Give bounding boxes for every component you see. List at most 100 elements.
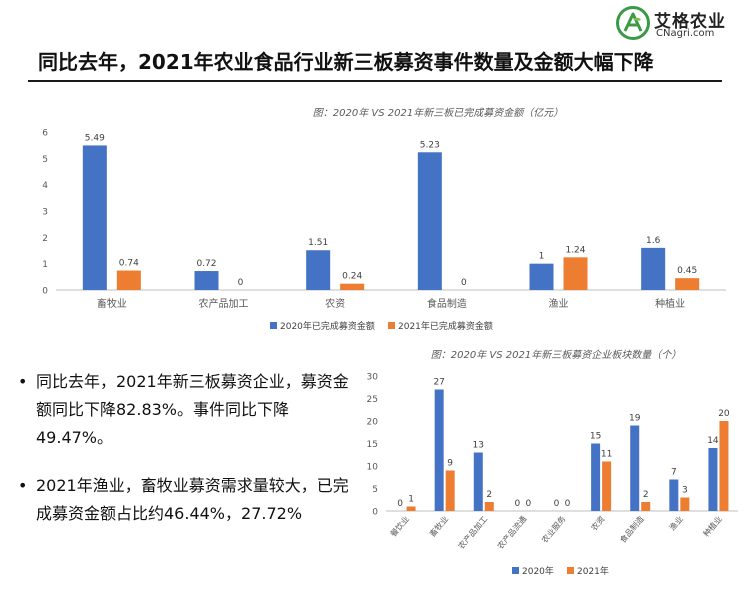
legend-swatch <box>388 322 395 329</box>
legend-label: 2020年已完成募资金额 <box>280 320 375 332</box>
bar-series-a <box>306 250 331 290</box>
y-tick-label: 20 <box>367 418 379 428</box>
data-label: 0.72 <box>196 259 216 269</box>
x-tick-label: 种植业 <box>655 297 685 310</box>
data-label: 7 <box>671 468 677 478</box>
x-tick-label: 农产品加工 <box>199 297 249 310</box>
bar-series-a <box>417 152 442 290</box>
data-label: 0.74 <box>119 259 139 269</box>
data-label: 0.24 <box>342 272 362 282</box>
bar-series-b <box>602 461 612 511</box>
y-tick-label: 0 <box>372 508 378 518</box>
bar-series-b <box>406 506 416 511</box>
y-tick-label: 15 <box>367 440 378 450</box>
data-label: 15 <box>590 432 601 442</box>
data-label: 11 <box>601 450 612 460</box>
data-label: 0 <box>526 499 532 509</box>
data-label: 2 <box>643 490 649 500</box>
bullet-text: 2021年渔业，畜牧业募资需求量较大，已完成募资金额占比约46.44%，27.7… <box>36 476 349 523</box>
y-tick-label: 30 <box>367 373 379 383</box>
bar-series-b <box>680 497 690 511</box>
bar-series-a <box>641 247 666 290</box>
legend-swatch <box>270 322 277 329</box>
logo-name: 艾格农业 <box>654 12 726 32</box>
page-title: 同比去年，2021年农业食品行业新三板募资事件数量及金额大幅下降 <box>38 50 654 74</box>
x-tick-label: 食品制造 <box>618 514 646 545</box>
y-tick-label: 10 <box>367 463 379 473</box>
data-label: 5.49 <box>85 133 105 143</box>
data-label: 2 <box>486 490 492 500</box>
y-tick-label: 25 <box>367 395 378 405</box>
data-label: 0 <box>565 499 571 509</box>
y-tick-label: 2 <box>42 234 48 244</box>
bar-series-b <box>116 270 141 290</box>
x-tick-label: 畜牧业 <box>427 514 450 539</box>
x-tick-label: 食品制造 <box>427 297 467 310</box>
data-label: 3 <box>682 486 688 496</box>
x-tick-label: 餐饮业 <box>388 514 411 539</box>
bar-series-b <box>340 283 365 290</box>
bar-series-a <box>630 425 640 511</box>
logo-domain: CNagri.com <box>656 28 715 39</box>
logo-icon <box>616 6 650 40</box>
data-label: 0 <box>397 499 403 509</box>
bar-series-a <box>473 452 483 511</box>
data-label: 27 <box>433 378 444 388</box>
bar-series-b <box>719 421 729 511</box>
data-label: 1 <box>408 495 414 505</box>
x-tick-label: 农资 <box>589 514 607 533</box>
data-label: 0 <box>461 278 467 288</box>
bar-series-a <box>82 145 107 290</box>
data-label: 19 <box>629 414 641 424</box>
data-label: 14 <box>707 436 719 446</box>
bar-series-a <box>669 479 679 511</box>
x-tick-label: 畜牧业 <box>97 297 127 310</box>
legend-label: 2021年 <box>577 565 609 577</box>
bullet-marker: • <box>18 372 28 391</box>
x-tick-label: 农资 <box>325 297 345 310</box>
bar-series-a <box>529 263 554 290</box>
y-tick-label: 1 <box>42 260 48 270</box>
data-label: 9 <box>447 459 453 469</box>
chart-title: 图：2020年 VS 2021年新三板募资企业板块数量（个） <box>431 349 681 361</box>
summary-bullets: • 同比去年，2021年新三板募资企业，募资金额同比下降82.83%。事件同比下… <box>14 368 354 528</box>
bar-series-b <box>563 257 588 290</box>
funding-amount-chart: 图：2020年 VS 2021年新三板已完成募资金额（亿元） 0 1 2 3 4 5 6 5.4… <box>42 107 726 332</box>
y-tick-label: 4 <box>42 181 48 191</box>
x-tick-label: 农产品流通 <box>495 514 528 551</box>
title-divider <box>28 80 722 82</box>
bar-series-b <box>675 278 700 290</box>
bullet-point-1: • 同比去年，2021年新三板募资企业，募资金额同比下降82.83%。事件同比下… <box>14 368 354 452</box>
funding-count-chart: 图：2020年 VS 2021年新三板募资企业板块数量（个）0510152025… <box>367 349 738 577</box>
bar-series-b <box>445 470 455 511</box>
data-label: 0 <box>515 499 521 509</box>
data-label: 20 <box>718 409 730 419</box>
data-label: 1.6 <box>646 236 661 246</box>
data-label: 0 <box>554 499 560 509</box>
x-tick-label: 种植业 <box>701 514 724 539</box>
logo[interactable]: 艾格农业 CNagri.com <box>616 6 736 44</box>
header: 艾格农业 CNagri.com 同比去年，2021年农业食品行业新三板募资事件数… <box>0 0 750 95</box>
legend-label: 2021年已完成募资金额 <box>398 320 493 332</box>
data-label: 0 <box>238 278 244 288</box>
data-label: 0.45 <box>677 266 697 276</box>
legend-swatch <box>512 567 519 574</box>
bullet-text: 同比去年，2021年新三板募资企业，募资金额同比下降82.83%。事件同比下降4… <box>36 372 349 447</box>
data-label: 5.23 <box>420 140 440 150</box>
data-label: 1.24 <box>565 245 585 255</box>
bar-series-b <box>641 502 651 511</box>
legend-label: 2020年 <box>522 565 554 577</box>
data-label: 1 <box>539 252 545 262</box>
legend-swatch <box>567 567 574 574</box>
bar-series-a <box>434 389 444 511</box>
bar-series-a <box>194 271 219 290</box>
bullet-point-2: • 2021年渔业，畜牧业募资需求量较大，已完成募资金额占比约46.44%，27… <box>14 472 354 528</box>
data-label: 13 <box>473 441 484 451</box>
data-label: 1.51 <box>308 238 328 248</box>
y-tick-label: 5 <box>42 155 48 165</box>
bullet-marker: • <box>18 476 28 495</box>
y-tick-label: 6 <box>42 129 48 139</box>
x-tick-label: 渔业 <box>667 514 685 533</box>
y-tick-label: 0 <box>42 287 48 297</box>
x-tick-label: 农产品加工 <box>456 514 489 551</box>
